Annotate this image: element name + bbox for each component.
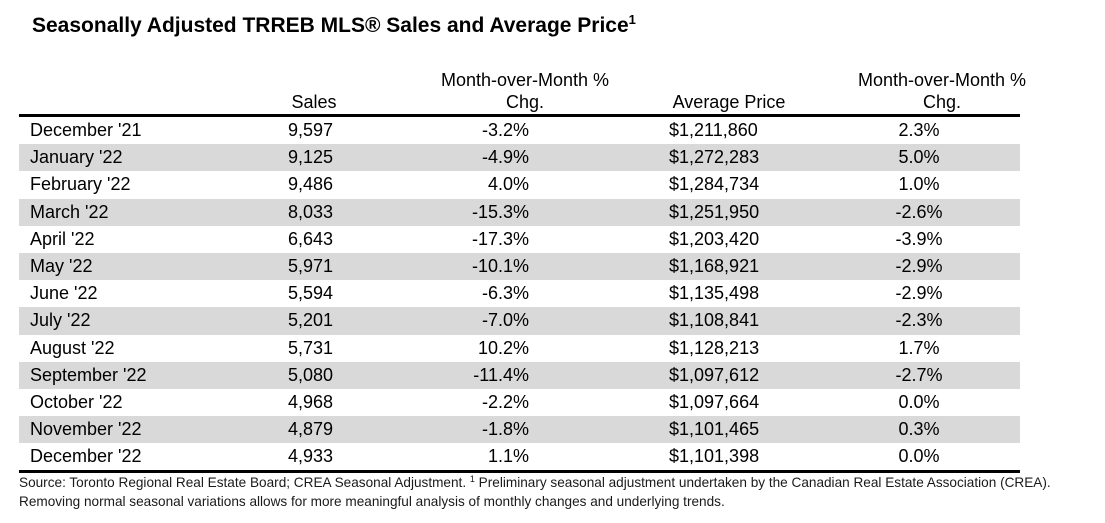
cell-mom-price: 2.3% <box>898 120 940 140</box>
sales-price-table: Sales Month-over-Month % Chg. Average Pr… <box>19 62 1026 474</box>
table-row: April '22 6,643 -17.3% $1,203,420 -3.9% <box>19 226 1020 253</box>
footnote-marker: 1 <box>469 474 475 484</box>
cell-month: August '22 <box>30 337 115 358</box>
cell-mom-sales: 1.1% <box>487 446 529 467</box>
table-row: September '22 5,080 -11.4% $1,097,612 -2.7% <box>19 361 1020 389</box>
table-row: December '22 4,933 1.1% $1,101,398 0.0% <box>19 443 1020 470</box>
cell-mom-price: 0.3% <box>898 419 940 440</box>
table-header: Sales Month-over-Month % Chg. Average Pr… <box>19 62 1026 117</box>
title-text: Seasonally Adjusted TRREB MLS® Sales and… <box>32 14 629 37</box>
cell-mom-sales: -10.1% <box>471 255 529 276</box>
cell-month: January '22 <box>30 147 123 168</box>
cell-sales: 4,933 <box>288 446 334 467</box>
cell-mom-price: -2.6% <box>895 201 943 222</box>
header-mom-price-line2: Chg. <box>922 92 962 112</box>
table-row: July '22 5,201 -7.0% $1,108,841 -2.3% <box>19 307 1020 335</box>
table-row: February '22 9,486 4.0% $1,284,734 1.0% <box>19 171 1020 198</box>
footnote: Source: Toronto Regional Real Estate Boa… <box>19 473 1099 511</box>
cell-mom-price: 5.0% <box>898 147 940 168</box>
table-row: December '21 9,597 -3.2% $1,211,860 2.3% <box>19 117 1020 144</box>
cell-mom-price: 1.7% <box>898 337 940 358</box>
cell-sales: 9,486 <box>288 174 334 195</box>
header-mom-sales-line2: Chg. <box>505 92 545 112</box>
cell-average-price: $1,251,950 <box>669 201 760 222</box>
cell-mom-sales: -4.9% <box>481 147 529 168</box>
table-row: November '22 4,879 -1.8% $1,101,465 0.3% <box>19 416 1020 444</box>
cell-average-price: $1,128,213 <box>669 337 760 358</box>
cell-month: June '22 <box>30 283 98 304</box>
cell-average-price: $1,284,734 <box>669 174 760 195</box>
title-footnote-marker: 1 <box>628 12 636 27</box>
cell-mom-sales: -15.3% <box>471 201 529 222</box>
cell-mom-sales: -3.2% <box>481 120 529 140</box>
cell-sales: 5,594 <box>288 283 334 304</box>
cell-month: October '22 <box>30 391 123 412</box>
cell-average-price: $1,168,921 <box>669 255 760 276</box>
cell-average-price: $1,101,465 <box>669 419 760 440</box>
cell-month: March '22 <box>30 201 109 222</box>
cell-mom-sales: -7.0% <box>481 310 529 331</box>
header-average-price-label: Average Price <box>672 92 786 112</box>
cell-sales: 6,643 <box>288 228 334 249</box>
cell-mom-price: 1.0% <box>898 174 940 195</box>
table-row: June '22 5,594 -6.3% $1,135,498 -2.9% <box>19 280 1020 307</box>
cell-sales: 5,201 <box>288 310 334 331</box>
cell-month: July '22 <box>30 310 91 331</box>
page-title: Seasonally Adjusted TRREB MLS® Sales and… <box>32 12 636 38</box>
cell-sales: 4,968 <box>288 391 334 412</box>
header-sales: Sales <box>269 91 359 113</box>
cell-sales: 9,125 <box>288 147 334 168</box>
cell-month: May '22 <box>30 255 93 276</box>
cell-sales: 9,597 <box>288 120 334 140</box>
table-row: May '22 5,971 -10.1% $1,168,921 -2.9% <box>19 252 1020 281</box>
cell-month: April '22 <box>30 228 95 249</box>
table-row: August '22 5,731 10.2% $1,128,213 1.7% <box>19 335 1020 362</box>
cell-month: December '22 <box>30 446 142 467</box>
table-row: October '22 4,968 -2.2% $1,097,664 0.0% <box>19 389 1020 416</box>
cell-month: December '21 <box>30 120 142 140</box>
cell-average-price: $1,097,664 <box>669 391 760 412</box>
cell-sales: 5,080 <box>288 364 334 385</box>
cell-average-price: $1,272,283 <box>669 147 760 168</box>
cell-mom-price: -2.7% <box>895 364 943 385</box>
cell-month: November '22 <box>30 419 142 440</box>
header-average-price: Average Price <box>649 91 809 113</box>
cell-average-price: $1,135,498 <box>669 283 760 304</box>
cell-mom-price: -3.9% <box>895 228 943 249</box>
cell-mom-sales: -2.2% <box>481 391 529 412</box>
cell-mom-sales: -17.3% <box>471 228 529 249</box>
footnote-note: Preliminary seasonal adjustment undertak… <box>19 475 1051 509</box>
cell-mom-sales: -11.4% <box>473 364 529 385</box>
cell-sales: 8,033 <box>288 201 334 222</box>
cell-sales: 4,879 <box>288 419 334 440</box>
cell-mom-price: -2.9% <box>895 283 943 304</box>
cell-average-price: $1,101,398 <box>669 446 760 467</box>
cell-mom-price: -2.9% <box>895 255 943 276</box>
table-body: December '21 9,597 -3.2% $1,211,860 2.3% Janu… <box>19 117 1020 474</box>
cell-mom-price: 0.0% <box>898 446 940 467</box>
cell-month: February '22 <box>30 174 131 195</box>
cell-sales: 5,971 <box>288 255 334 276</box>
table-row: March '22 8,033 -15.3% $1,251,950 -2.6% <box>19 198 1020 226</box>
header-mom-price-line1: Month-over-Month % <box>857 70 1027 90</box>
header-sales-label: Sales <box>291 92 337 112</box>
cell-average-price: $1,108,841 <box>669 310 760 331</box>
cell-mom-sales: -1.8% <box>481 419 529 440</box>
cell-mom-price: -2.3% <box>895 310 943 331</box>
header-mom-sales-line1: Month-over-Month % <box>440 70 610 90</box>
cell-mom-sales: -6.3% <box>481 283 529 304</box>
cell-mom-sales: 10.2% <box>477 337 529 358</box>
header-mom-sales: Month-over-Month % Chg. <box>405 69 645 113</box>
header-mom-price: Month-over-Month % Chg. <box>827 69 1057 113</box>
cell-month: September '22 <box>30 364 147 385</box>
cell-sales: 5,731 <box>288 337 334 358</box>
footnote-source: Source: Toronto Regional Real Estate Boa… <box>19 475 467 490</box>
cell-mom-sales: 4.0% <box>487 174 529 195</box>
cell-average-price: $1,203,420 <box>669 228 760 249</box>
table-row: January '22 9,125 -4.9% $1,272,283 5.0% <box>19 144 1020 172</box>
cell-average-price: $1,211,860 <box>669 120 758 140</box>
cell-average-price: $1,097,612 <box>669 364 760 385</box>
cell-mom-price: 0.0% <box>898 391 940 412</box>
